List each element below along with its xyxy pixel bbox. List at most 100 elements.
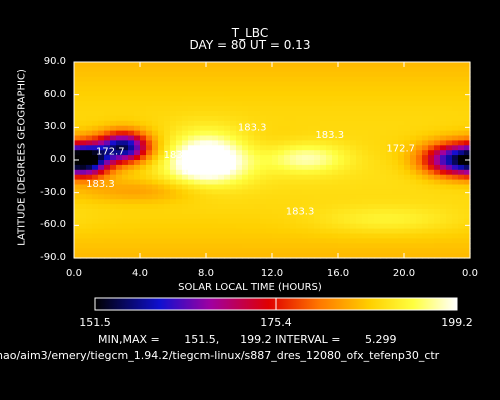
heatmap-cell [80,76,87,83]
heatmap-cell [242,169,249,176]
heatmap-cell [440,248,447,254]
heatmap-cell [242,248,249,254]
heatmap-cell [386,243,393,249]
heatmap-cell [254,120,261,127]
heatmap-cell [350,86,357,92]
heatmap-cell [452,120,459,127]
heatmap-cell [320,189,327,195]
heatmap-cell [206,164,213,171]
heatmap-cell [104,71,111,78]
heatmap-cell [434,209,441,215]
heatmap-cell [122,238,129,244]
heatmap-cell [332,184,339,190]
heatmap-cell [158,125,165,132]
heatmap-cell [230,238,237,244]
heatmap-cell [458,145,465,151]
heatmap-cell [326,115,333,122]
heatmap-cell [272,174,279,181]
contour-label: 183.3 [182,166,211,177]
heatmap-cell [416,233,423,239]
heatmap-cell [314,135,321,141]
heatmap-cell [218,96,225,102]
heatmap-cell [164,174,171,181]
heatmap-cell [422,184,429,190]
heatmap-cell [92,184,99,190]
heatmap-cell [302,86,309,92]
heatmap-cell [458,174,465,181]
heatmap-cell [92,164,99,171]
heatmap-cell [110,66,117,73]
heatmap-cell [158,120,165,127]
heatmap-cell [104,91,111,97]
heatmap-cell [230,248,237,254]
heatmap-cell [398,243,405,249]
heatmap-cell [212,96,219,102]
heatmap-cell [164,233,171,239]
heatmap-cell [308,169,315,176]
heatmap-cell [434,71,441,78]
heatmap-cell [194,253,201,259]
heatmap-cell [254,91,261,97]
heatmap-cell [332,228,339,235]
heatmap-cell [302,130,309,137]
heatmap-cell [176,238,183,244]
heatmap-cell [398,120,405,127]
heatmap-cell [218,243,225,249]
heatmap-cell [242,62,249,68]
heatmap-cell [374,223,381,230]
heatmap-cell [230,218,237,225]
heatmap-cell [410,174,417,181]
heatmap-cell [350,135,357,141]
heatmap-cell [98,71,105,78]
heatmap-cell [440,169,447,176]
x-tick-label: 20.0 [392,268,416,279]
heatmap-cell [272,213,279,220]
heatmap-cell [200,120,207,127]
heatmap-cell [452,115,459,122]
heatmap-cell [74,228,81,235]
heatmap-cell [356,76,363,83]
heatmap-cell [224,174,231,181]
heatmap-cell [116,184,123,190]
heatmap-cell [404,115,411,122]
heatmap-cell [350,155,357,161]
heatmap-cell [314,120,321,127]
heatmap-cell [356,209,363,215]
heatmap-cell [194,145,201,151]
heatmap-cell [266,164,273,171]
heatmap-cell [128,71,135,78]
heatmap-cell [332,238,339,244]
heatmap-cell [266,96,273,102]
heatmap-cell [302,76,309,83]
heatmap-cell [332,253,339,259]
heatmap-cell [170,81,177,88]
heatmap-cell [350,179,357,186]
heatmap-cell [344,169,351,176]
heatmap-cell [296,130,303,137]
heatmap-cell [392,160,399,166]
heatmap-cell [146,76,153,83]
heatmap-cell [422,135,429,141]
heatmap-cell [326,179,333,186]
heatmap-cell [416,140,423,146]
heatmap-cell [350,233,357,239]
heatmap-cell [320,111,327,117]
heatmap-cell [362,120,369,127]
heatmap-cell [266,145,273,151]
heatmap-cell [224,101,231,107]
heatmap-cell [278,189,285,195]
heatmap-cell [152,96,159,102]
heatmap-cell [218,248,225,254]
heatmap-cell [140,243,147,249]
heatmap-cell [260,253,267,259]
heatmap-cell [146,150,153,156]
heatmap-cell [134,213,141,220]
heatmap-cell [242,179,249,186]
heatmap-cell [218,199,225,205]
heatmap-cell [344,189,351,195]
heatmap-cell [242,160,249,166]
heatmap-cell [326,238,333,244]
heatmap-cell [464,194,471,200]
heatmap-cell [254,135,261,141]
heatmap-cell [98,253,105,259]
